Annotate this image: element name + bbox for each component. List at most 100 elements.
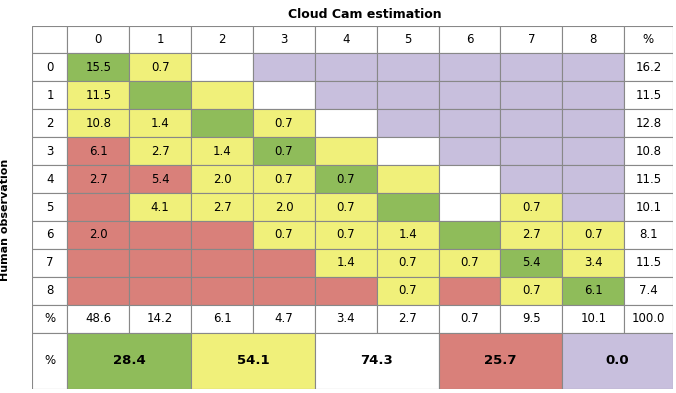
Bar bbox=[129, 81, 191, 109]
Bar bbox=[315, 193, 377, 221]
Bar bbox=[129, 277, 191, 305]
Text: 14.2: 14.2 bbox=[147, 312, 173, 325]
Text: 0.7: 0.7 bbox=[584, 228, 602, 241]
Bar bbox=[500, 109, 562, 137]
Bar bbox=[191, 305, 253, 333]
Bar bbox=[315, 277, 377, 305]
Bar bbox=[562, 305, 624, 333]
Bar bbox=[439, 333, 562, 389]
Bar bbox=[32, 305, 68, 333]
Bar bbox=[562, 26, 624, 53]
Text: 28.4: 28.4 bbox=[113, 354, 145, 367]
Bar bbox=[500, 81, 562, 109]
Bar bbox=[439, 305, 500, 333]
Text: 4: 4 bbox=[46, 173, 53, 185]
Text: 2.7: 2.7 bbox=[398, 312, 417, 325]
Text: 6.1: 6.1 bbox=[584, 285, 602, 298]
Text: 1.4: 1.4 bbox=[398, 228, 417, 241]
Bar bbox=[68, 193, 129, 221]
Text: 8: 8 bbox=[589, 33, 597, 46]
Bar bbox=[377, 137, 439, 165]
Text: 0.7: 0.7 bbox=[274, 117, 293, 130]
Text: 7.4: 7.4 bbox=[639, 285, 658, 298]
Bar bbox=[377, 81, 439, 109]
Bar bbox=[32, 53, 68, 81]
Text: 0.7: 0.7 bbox=[398, 256, 417, 270]
Bar bbox=[315, 333, 439, 389]
Text: 0.7: 0.7 bbox=[522, 285, 541, 298]
Text: 54.1: 54.1 bbox=[237, 354, 269, 367]
Bar bbox=[562, 193, 624, 221]
Bar bbox=[253, 165, 315, 193]
Bar bbox=[377, 193, 439, 221]
Bar bbox=[32, 165, 68, 193]
Bar bbox=[32, 249, 68, 277]
Bar bbox=[500, 193, 562, 221]
Bar bbox=[32, 221, 68, 249]
Bar bbox=[32, 137, 68, 165]
Bar bbox=[191, 193, 253, 221]
Bar bbox=[439, 26, 500, 53]
Bar bbox=[129, 53, 191, 81]
Bar bbox=[624, 305, 673, 333]
Text: 15.5: 15.5 bbox=[85, 61, 112, 74]
Bar bbox=[32, 109, 68, 137]
Text: 2.7: 2.7 bbox=[89, 173, 107, 185]
Bar bbox=[68, 277, 129, 305]
Text: 11.5: 11.5 bbox=[635, 256, 662, 270]
Text: 0.7: 0.7 bbox=[274, 173, 293, 185]
Text: 3: 3 bbox=[281, 33, 287, 46]
Bar bbox=[68, 81, 129, 109]
Text: 0.7: 0.7 bbox=[274, 228, 293, 241]
Text: 6.1: 6.1 bbox=[213, 312, 231, 325]
Text: Human observation: Human observation bbox=[1, 159, 10, 281]
Bar bbox=[32, 81, 68, 109]
Text: 1.4: 1.4 bbox=[337, 256, 355, 270]
Bar bbox=[624, 193, 673, 221]
Bar bbox=[191, 26, 253, 53]
Bar bbox=[439, 81, 500, 109]
Bar bbox=[253, 277, 315, 305]
Text: 10.1: 10.1 bbox=[580, 312, 606, 325]
Bar bbox=[129, 193, 191, 221]
Bar bbox=[32, 277, 68, 305]
Bar bbox=[68, 53, 129, 81]
Text: 3: 3 bbox=[46, 145, 53, 158]
Text: 1: 1 bbox=[46, 89, 53, 102]
Bar bbox=[253, 26, 315, 53]
Bar bbox=[500, 165, 562, 193]
Bar bbox=[439, 53, 500, 81]
Bar bbox=[624, 26, 673, 53]
Bar bbox=[439, 137, 500, 165]
Text: 10.1: 10.1 bbox=[635, 200, 662, 213]
Bar bbox=[377, 53, 439, 81]
Text: %: % bbox=[643, 33, 654, 46]
Text: 4.1: 4.1 bbox=[151, 200, 170, 213]
Bar bbox=[439, 193, 500, 221]
Text: 2: 2 bbox=[218, 33, 226, 46]
Bar bbox=[253, 221, 315, 249]
Bar bbox=[191, 137, 253, 165]
Bar bbox=[562, 277, 624, 305]
Bar bbox=[68, 333, 191, 389]
Text: 5.4: 5.4 bbox=[522, 256, 541, 270]
Bar bbox=[191, 333, 315, 389]
Bar bbox=[624, 165, 673, 193]
Text: 48.6: 48.6 bbox=[85, 312, 112, 325]
Bar bbox=[624, 109, 673, 137]
Text: 2.7: 2.7 bbox=[213, 200, 231, 213]
Text: 2.7: 2.7 bbox=[522, 228, 541, 241]
Bar bbox=[253, 81, 315, 109]
Text: 5: 5 bbox=[404, 33, 412, 46]
Bar bbox=[253, 193, 315, 221]
Bar bbox=[562, 109, 624, 137]
Bar bbox=[377, 221, 439, 249]
Text: 5: 5 bbox=[46, 200, 53, 213]
Text: 0.7: 0.7 bbox=[337, 173, 355, 185]
Bar bbox=[129, 305, 191, 333]
Bar bbox=[129, 109, 191, 137]
Bar bbox=[439, 109, 500, 137]
Bar bbox=[129, 165, 191, 193]
Bar bbox=[439, 221, 500, 249]
Text: 7: 7 bbox=[46, 256, 53, 270]
